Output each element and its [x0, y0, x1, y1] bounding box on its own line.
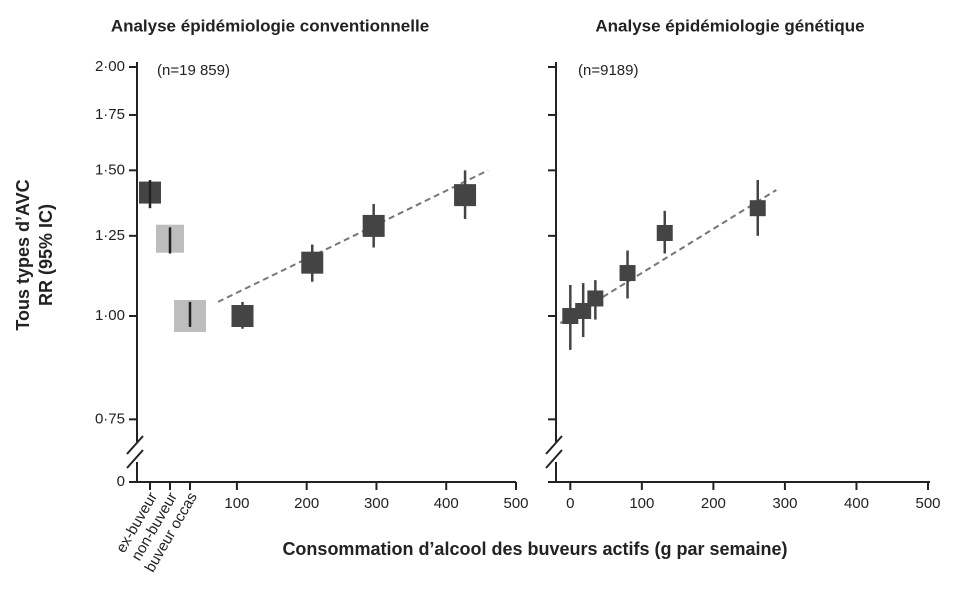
y-tick-label: 0 — [117, 473, 125, 490]
y-tick-label: 0·75 — [95, 410, 125, 427]
y-tick-label: 1·75 — [95, 106, 125, 123]
axis-break — [545, 435, 563, 469]
x-tick-label: 300 — [772, 495, 797, 512]
annotation: (n=19 859) — [157, 62, 230, 79]
x-tick-label: 300 — [364, 495, 389, 512]
chart-title: Analyse épidémiologie génétique — [595, 16, 864, 35]
chart-title: Analyse épidémiologie conventionnelle — [111, 16, 429, 35]
x-tick-label: 500 — [503, 495, 528, 512]
y-axis — [555, 62, 930, 483]
x-axis-label: Consommation d’alcool des buveurs actifs… — [282, 539, 787, 559]
x-tick-label: 0 — [566, 495, 574, 512]
y-axis-label: RR (95% IC) — [36, 204, 56, 306]
axis-break — [126, 435, 144, 469]
y-tick-label: 1·25 — [95, 227, 125, 244]
trend-line — [217, 169, 489, 303]
x-tick-label: 100 — [629, 495, 654, 512]
y-tick-label: 1·00 — [95, 307, 125, 324]
y-tick-label: 1·50 — [95, 161, 125, 178]
x-tick-label: 400 — [844, 495, 869, 512]
x-tick-label: 500 — [915, 495, 940, 512]
annotation: (n=9189) — [578, 62, 638, 79]
x-tick-label: 200 — [701, 495, 726, 512]
x-tick-label: 100 — [224, 495, 249, 512]
x-tick-label: 400 — [434, 495, 459, 512]
y-axis-label: Tous types d’AVC — [13, 179, 33, 330]
y-tick-label: 2·00 — [95, 58, 125, 75]
x-tick-label: 200 — [294, 495, 319, 512]
y-axis — [136, 62, 516, 483]
